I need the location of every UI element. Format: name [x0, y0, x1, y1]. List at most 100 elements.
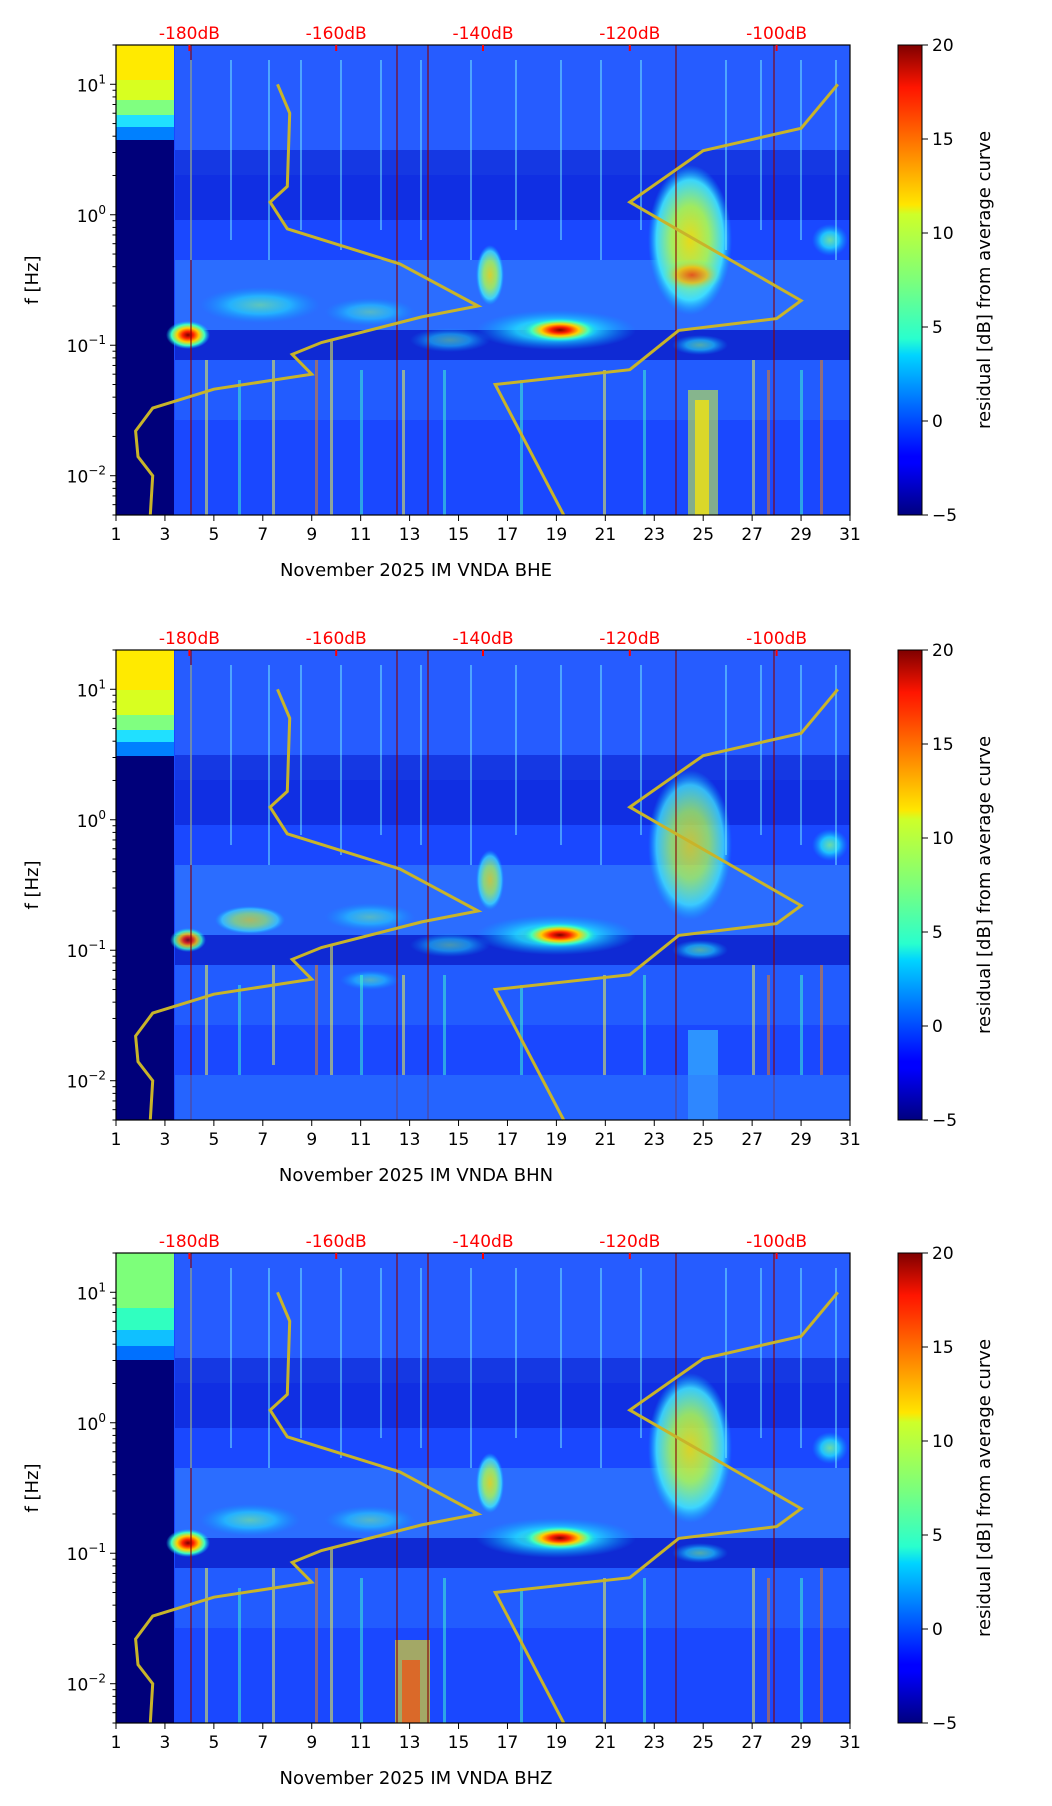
curve-right: [492, 688, 839, 1121]
y-tick-label: 101: [77, 72, 106, 96]
x-tick-label: 17: [497, 525, 519, 545]
y-tick-label: 100: [77, 808, 106, 832]
colorbar: 20 15 10 5 0 −5 residual [dB] from average cu…: [897, 36, 995, 526]
spectrogram-field: [116, 650, 850, 1120]
y-axis-label: f [Hz]: [22, 860, 43, 909]
x-axis: 1 3 5 7 9 11 13 15 17 19 21 23 25 27 29 31: [111, 1120, 861, 1150]
y-tick-label: 100: [77, 1411, 106, 1435]
x-tick-label: 19: [546, 525, 568, 545]
x-tick-label: 3: [160, 525, 171, 545]
x-tick-label: 21: [595, 1733, 617, 1753]
x-tick-label: 11: [350, 525, 372, 545]
db-label: -120dB: [599, 1232, 660, 1252]
x-tick-label: 27: [741, 1130, 763, 1150]
colorbar-tick-label: −5: [932, 1714, 957, 1734]
x-tick-label: 27: [741, 525, 763, 545]
x-tick-label: 7: [257, 525, 268, 545]
x-axis-label: November 2025 IM VNDA BHN: [279, 1165, 553, 1186]
colorbar: 20 15 10 5 0 −5 residual [dB] from average cu…: [897, 641, 995, 1131]
x-tick-label: 19: [546, 1733, 568, 1753]
x-tick-label: 1: [111, 1733, 122, 1753]
x-tick-label: 7: [257, 1733, 268, 1753]
colorbar-tick-label: 5: [932, 1526, 943, 1546]
x-tick-label: 21: [595, 525, 617, 545]
x-tick-label: 25: [692, 525, 714, 545]
colorbar-tick-label: −5: [932, 506, 957, 526]
spectrogram-field: [116, 1253, 850, 1723]
x-tick-label: 3: [160, 1733, 171, 1753]
colorbar: 20 15 10 5 0 −5 residual [dB] from average cu…: [897, 1244, 995, 1734]
x-tick-label: 15: [448, 525, 470, 545]
y-axis-label: f [Hz]: [22, 255, 43, 304]
x-tick-label: 5: [208, 525, 219, 545]
x-tick-label: 11: [350, 1130, 372, 1150]
y-tick-label: 100: [77, 203, 106, 227]
x-tick-label: 3: [160, 1130, 171, 1150]
y-axis-label: f [Hz]: [22, 1463, 43, 1512]
colorbar-tick-label: 10: [932, 224, 954, 244]
y-tick-label: 10−2: [67, 1069, 106, 1093]
colorbar-tick-label: 15: [932, 130, 954, 150]
x-tick-label: 31: [839, 1733, 861, 1753]
x-tick-label: 17: [497, 1733, 519, 1753]
x-tick-label: 9: [306, 525, 317, 545]
x-tick-label: 5: [208, 1130, 219, 1150]
x-tick-label: 29: [790, 525, 812, 545]
x-tick-label: 21: [595, 1130, 617, 1150]
db-label: -180dB: [159, 1232, 220, 1252]
x-axis-label: November 2025 IM VNDA BHE: [280, 560, 552, 581]
x-tick-label: 23: [643, 1733, 665, 1753]
x-tick-label: 25: [692, 1733, 714, 1753]
panel-3: 1 3 5 7 9 11 13 15 17 19 21 23 25 27 29 31 10110010−110…: [22, 1232, 995, 1789]
top-db-labels: -180dB -160dB -140dB -120dB -100dB: [159, 1232, 807, 1259]
colorbar-tick-label: 5: [932, 318, 943, 338]
db-label: -120dB: [599, 629, 660, 649]
colorbar-tick-label: 5: [932, 923, 943, 943]
colorbar-tick-label: 15: [932, 1338, 954, 1358]
x-tick-label: 15: [448, 1733, 470, 1753]
curve-left: [134, 1291, 483, 1724]
db-label: -180dB: [159, 629, 220, 649]
db-label: -140dB: [452, 1232, 513, 1252]
y-axis: 101 100 10−1 10−2: [67, 44, 116, 516]
y-tick-label: 101: [77, 1280, 106, 1304]
x-tick-label: 5: [208, 1733, 219, 1753]
x-tick-label: 31: [839, 1130, 861, 1150]
y-tick-label: 10−1: [67, 1541, 106, 1565]
x-tick-label: 9: [306, 1130, 317, 1150]
db-label: -100dB: [746, 1232, 807, 1252]
x-tick-label: 13: [399, 1733, 421, 1753]
db-label: -140dB: [452, 629, 513, 649]
db-label: -160dB: [306, 1232, 367, 1252]
x-tick-label: 23: [643, 1130, 665, 1150]
db-label: -120dB: [599, 24, 660, 44]
top-db-labels: -180dB -160dB -140dB -120dB -100dB: [159, 24, 807, 51]
colorbar-tick-label: −5: [932, 1111, 957, 1131]
x-tick-label: 13: [399, 525, 421, 545]
y-axis: 101 100 10−1 10−2: [67, 1252, 116, 1724]
x-axis: 1 3 5 7 9 11 13 15 17 19 21 23 25 27 29 31: [111, 1723, 861, 1753]
db-label: -100dB: [746, 629, 807, 649]
y-tick-label: 101: [77, 677, 106, 701]
colorbar-tick-label: 10: [932, 829, 954, 849]
db-label: -160dB: [306, 24, 367, 44]
curve-right: [492, 1291, 839, 1724]
colorbar-label: residual [dB] from average curve: [974, 131, 995, 429]
colorbar-tick-label: 20: [932, 1244, 954, 1264]
colorbar-label: residual [dB] from average curve: [974, 1339, 995, 1637]
x-tick-label: 13: [399, 1130, 421, 1150]
db-label: -180dB: [159, 24, 220, 44]
y-tick-label: 10−2: [67, 464, 106, 488]
curve-left: [134, 83, 483, 516]
db-label: -100dB: [746, 24, 807, 44]
x-tick-label: 15: [448, 1130, 470, 1150]
y-tick-label: 10−1: [67, 333, 106, 357]
spectrogram-field: [116, 45, 850, 515]
curve-left: [134, 688, 483, 1121]
y-tick-label: 10−1: [67, 938, 106, 962]
x-tick-label: 27: [741, 1733, 763, 1753]
panel-1: 1 3 5 7 9 11 13 15 17 19 21 23 25 27 29 31 10110010−110…: [22, 24, 995, 581]
panel-2: 1 3 5 7 9 11 13 15 17 19 21 23 25 27 29 31 10110010−110…: [22, 629, 995, 1186]
x-tick-label: 25: [692, 1130, 714, 1150]
